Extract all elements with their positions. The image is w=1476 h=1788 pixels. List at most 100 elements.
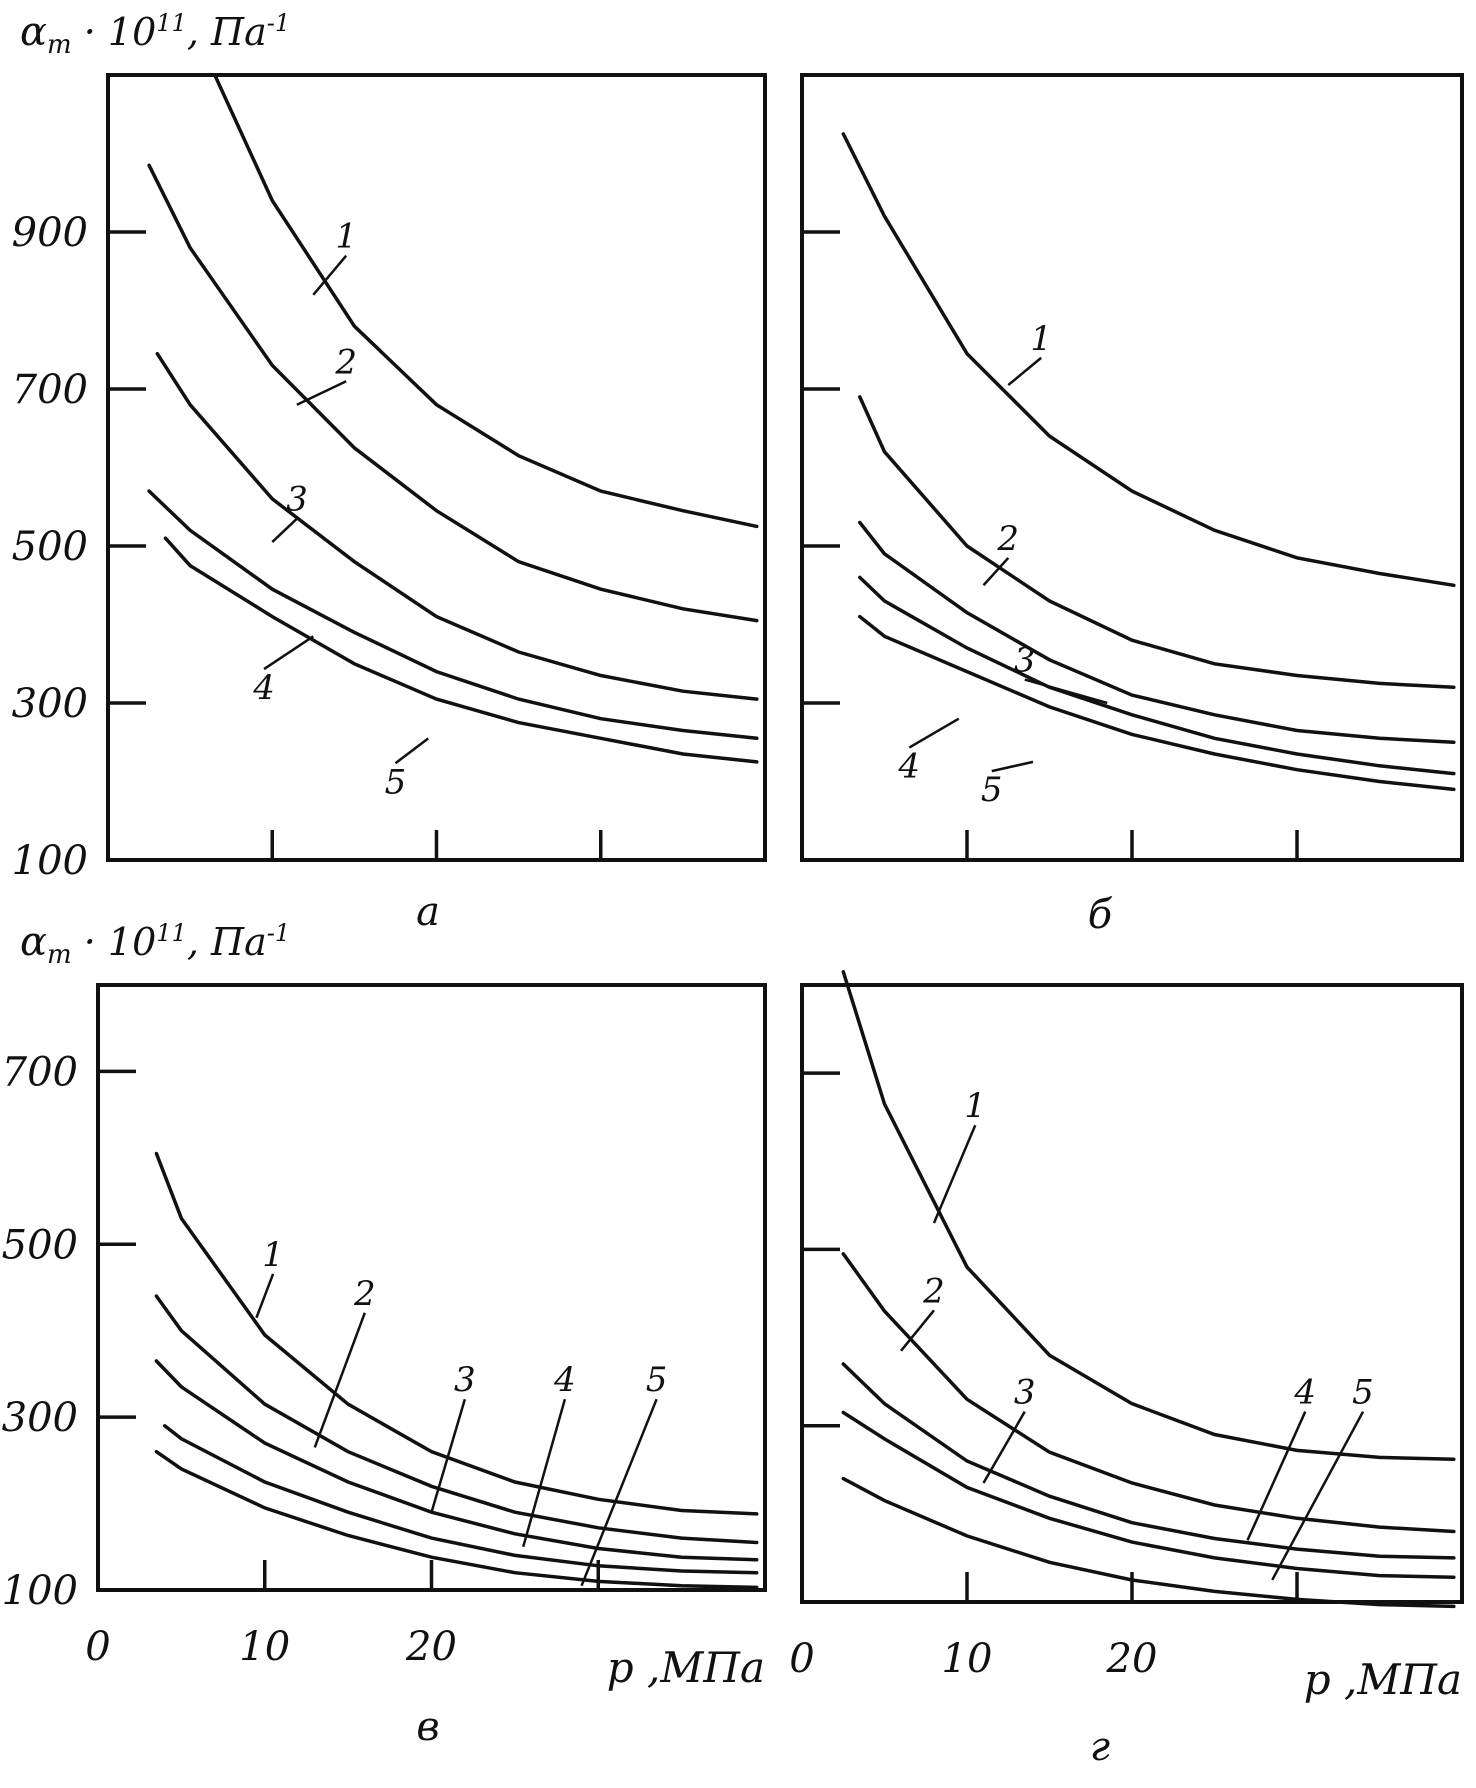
y-tick-label-v-300: 300 (2, 1395, 78, 1441)
y-label-exponent: 11 (156, 9, 187, 37)
curve-label-leader-a-5 (394, 737, 430, 765)
curve-label-leader-v-1 (255, 1273, 275, 1319)
curve-label-leader-g-1 (932, 1124, 977, 1224)
y-axis-label-bottom: αт · 1011, Па-1 (20, 919, 290, 970)
y-label-subscript: т (47, 30, 72, 60)
curve-label-leader-v-5 (580, 1398, 658, 1587)
y-label-multiplier: · 10 (72, 920, 157, 964)
curve-label-b-2: 2 (996, 519, 1019, 559)
curve-label-leader-g-4 (1246, 1411, 1307, 1541)
y-label-symbol: α (20, 919, 47, 965)
curve-label-a-4: 4 (252, 668, 275, 708)
plot-frame-b (800, 73, 1464, 862)
x-axis-label-v: р ,МПа (607, 1643, 765, 1692)
curve-label-a-3: 3 (286, 480, 308, 520)
curve-label-leader-g-3 (982, 1411, 1026, 1484)
panel-a: 100 300 500 700 900 1 2 3 4 5 а (12, 73, 767, 935)
plot-frame-a (106, 73, 767, 862)
curve-label-v-5: 5 (646, 1360, 668, 1400)
curve-label-leader-b-5 (991, 760, 1034, 773)
curve-v-5 (154, 1449, 759, 1590)
x-axis-label-g: р ,МПа (1304, 1655, 1462, 1704)
curve-label-leader-a-1 (312, 254, 348, 296)
curve-label-b-3: 3 (1014, 641, 1036, 681)
panel-v: 100 300 500 700 0 10 20 р ,МПа 1 2 3 4 5 в (2, 983, 767, 1750)
curve-label-a-1: 1 (335, 217, 357, 257)
curve-label-leader-v-4 (522, 1398, 567, 1548)
curve-label-leader-b-4 (908, 717, 960, 749)
y-label-symbol: α (20, 9, 47, 55)
y-tick-label-a-900: 900 (12, 210, 88, 256)
y-label-unit: , Па (187, 920, 267, 964)
panel-g: 0 10 20 р ,МПа 1 2 3 4 5 г (789, 970, 1464, 1770)
y-axis-label-text: αт · 1011, Па-1 (20, 9, 290, 60)
panel-label-a: а (416, 889, 440, 935)
curve-label-g-4: 4 (1293, 1373, 1316, 1413)
curve-a-4 (147, 489, 759, 741)
curve-label-a-2: 2 (334, 342, 357, 382)
x-tick-label-v-0: 0 (85, 1624, 110, 1670)
x-tick-label-g-10: 10 (942, 1636, 993, 1682)
y-tick-label-v-700: 700 (2, 1049, 78, 1095)
y-tick-label-v-500: 500 (2, 1222, 78, 1268)
curve-b-1 (841, 132, 1456, 588)
curve-label-g-5: 5 (1352, 1373, 1374, 1413)
y-label-unit: , Па (187, 10, 267, 54)
curve-label-b-5: 5 (981, 770, 1003, 810)
y-label-exponent: 11 (156, 919, 187, 947)
y-tick-label-a-100: 100 (12, 838, 88, 884)
curve-label-b-1: 1 (1030, 319, 1052, 359)
curve-label-leader-a-4 (263, 635, 315, 671)
curve-b-2 (858, 395, 1456, 690)
y-label-unit-exponent: -1 (267, 9, 290, 37)
curve-g-2 (841, 1252, 1456, 1534)
curve-label-leader-v-3 (430, 1398, 467, 1513)
x-tick-label-v-20: 20 (405, 1624, 457, 1670)
curve-g-1 (841, 970, 1456, 1461)
curve-label-leader-a-3 (271, 517, 298, 543)
curve-label-v-3: 3 (454, 1360, 476, 1400)
x-tick-label-g-0: 0 (789, 1636, 814, 1682)
curve-label-g-3: 3 (1014, 1373, 1036, 1413)
curve-v-2 (154, 1294, 759, 1545)
y-label-subscript: т (47, 940, 72, 970)
curve-g-4 (841, 1410, 1456, 1580)
curve-label-leader-a-2 (296, 380, 347, 406)
curve-label-g-1: 1 (964, 1086, 986, 1126)
plot-frame-v (96, 983, 767, 1592)
y-axis-label-text: αт · 1011, Па-1 (20, 919, 290, 970)
curve-label-leader-v-2 (313, 1312, 366, 1448)
panel-label-b: б (1088, 892, 1113, 938)
y-tick-label-a-700: 700 (12, 367, 88, 413)
y-label-multiplier: · 10 (72, 10, 157, 54)
curve-b-3 (858, 520, 1456, 745)
x-tick-label-v-10: 10 (239, 1624, 290, 1670)
curve-a-1 (213, 73, 759, 529)
curve-label-leader-b-1 (1007, 356, 1043, 387)
curve-b-5 (858, 614, 1456, 792)
curve-label-leader-b-2 (982, 557, 1010, 587)
curve-label-v-2: 2 (353, 1274, 376, 1314)
panel-label-v: в (416, 1704, 439, 1750)
curve-g-5 (841, 1476, 1456, 1609)
curve-label-leader-g-2 (900, 1309, 935, 1352)
y-tick-label-v-100: 100 (2, 1568, 78, 1614)
y-axis-label-top: αт · 1011, Па-1 (20, 9, 290, 60)
x-tick-label-g-20: 20 (1106, 1636, 1158, 1682)
curve-b-4 (858, 575, 1456, 776)
curve-a-2 (147, 163, 759, 623)
y-label-unit-exponent: -1 (267, 919, 290, 947)
curve-label-v-1: 1 (262, 1235, 284, 1275)
panel-b: 1 2 3 4 5 б (800, 73, 1464, 938)
curve-label-g-2: 2 (922, 1271, 945, 1311)
curve-label-v-4: 4 (553, 1360, 576, 1400)
curve-v-4 (162, 1424, 759, 1575)
curve-label-leader-g-5 (1271, 1411, 1365, 1581)
y-tick-label-a-500: 500 (12, 524, 88, 570)
curve-v-1 (154, 1151, 759, 1516)
curve-label-b-4: 4 (897, 747, 920, 787)
panel-label-g: г (1090, 1724, 1110, 1770)
curve-a-3 (155, 351, 759, 701)
